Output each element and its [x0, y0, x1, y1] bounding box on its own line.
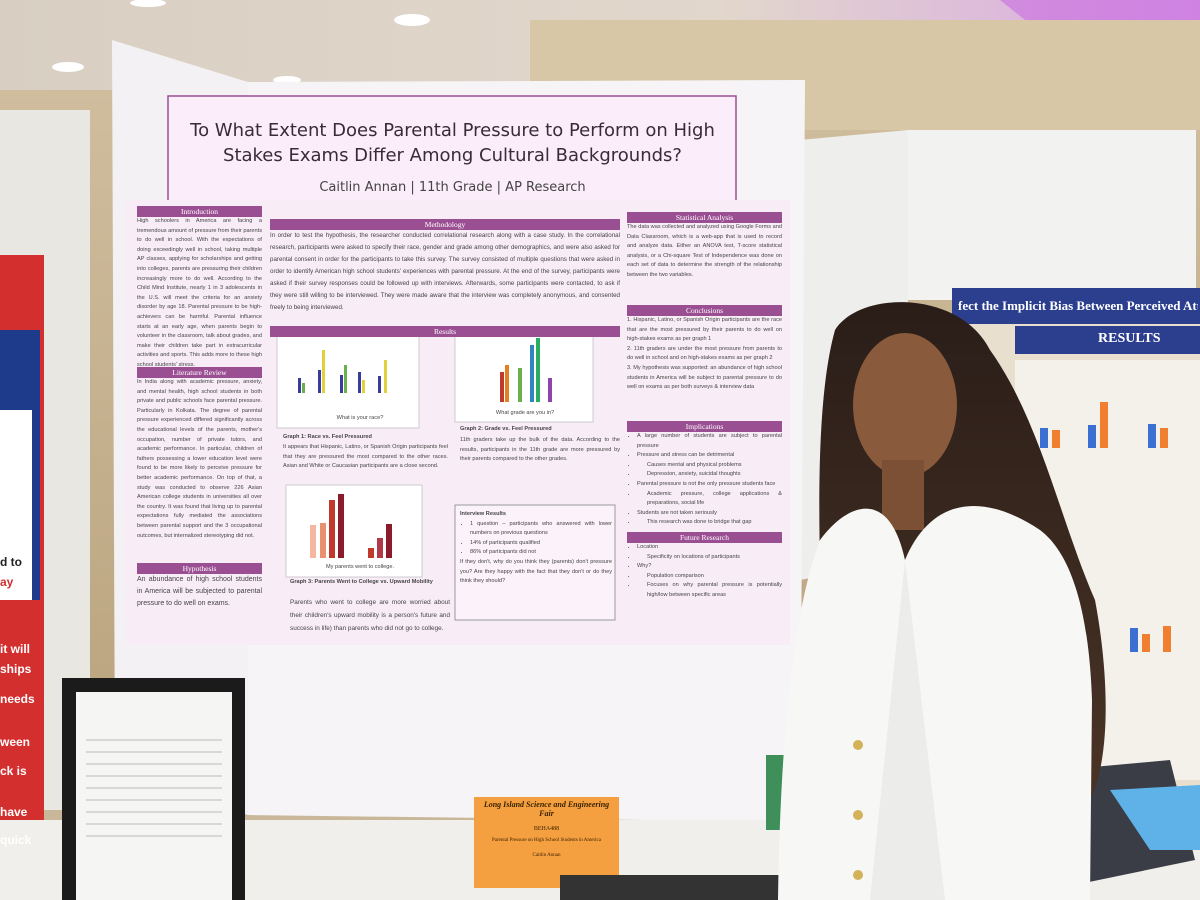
section-heading: Results	[270, 326, 620, 337]
neighbor-board	[908, 130, 1196, 300]
implication-item: Causes mental and physical problems	[637, 461, 782, 471]
frame-text-lines	[86, 739, 222, 837]
implication-item: Parental pressure is not the only pressu…	[637, 480, 782, 490]
implication-item: This research was done to bridge that ga…	[637, 518, 782, 528]
axis-label: My parents went to college.	[325, 564, 395, 570]
right-poster-title: fect the Implicit Bias Between Perceived…	[958, 298, 1198, 313]
fragment: have	[0, 805, 28, 819]
section-heading: Methodology	[270, 219, 620, 230]
section-heading: Statistical Analysis	[627, 212, 782, 223]
fragment: ween	[0, 735, 31, 749]
button	[853, 870, 863, 880]
fragment: d to	[0, 555, 22, 569]
interview-box	[454, 504, 616, 621]
left-poster-panel	[0, 410, 32, 600]
graph-title: Graph 2: Grade vs. Feel Pressured	[460, 426, 552, 432]
future-item: Location	[637, 543, 782, 553]
neck	[882, 460, 924, 530]
implication-item: A large number of students are subject t…	[637, 432, 782, 451]
graph-text: It appears that Hispanic, Latino, or Spa…	[283, 444, 448, 470]
graph-thumbnail	[454, 329, 594, 423]
future-item: Population comparison	[637, 572, 782, 582]
implication-item: Academic pressure, college applications …	[637, 490, 782, 509]
can	[766, 755, 784, 830]
button	[853, 740, 863, 750]
section-text: The data was collected and analyzed usin…	[627, 224, 782, 278]
right-poster-heading: RESULTS	[1098, 331, 1161, 346]
graph-title: Graph 3: Parents Went to College vs. Upw…	[290, 579, 433, 585]
future-item: Specificity on locations of participants	[637, 553, 782, 563]
placard-code: BEHA488	[533, 826, 560, 832]
section-text: In India along with academic pressure, a…	[137, 379, 262, 539]
section-heading: Future Research	[627, 532, 782, 543]
poster-byline: Caitlin Annan | 11th Grade | AP Research	[319, 180, 586, 195]
interview-item: 86% of participants did not	[470, 548, 612, 558]
graph-text: 11th graders take up the bulk of the dat…	[460, 437, 620, 463]
section-text: In order to test the hypothesis, the res…	[270, 232, 620, 311]
conclusion-item: 2. 11th graders are under the most press…	[627, 345, 782, 362]
section-heading: Introduction	[137, 206, 262, 217]
graph-text: Parents who went to college are more wor…	[290, 599, 450, 632]
right-poster-header	[952, 288, 1200, 324]
axis-label: What grade are you in?	[495, 410, 555, 416]
future-item: Why?	[637, 562, 782, 572]
blouse	[870, 560, 945, 900]
button	[853, 810, 863, 820]
fragment: ay	[0, 575, 14, 589]
placard-student: Caitlin Annan	[532, 853, 561, 858]
future-item: Focuses on why parental pressure is pote…	[637, 581, 782, 600]
conclusion-item: 1. Hispanic, Latino, or Spanish Origin p…	[627, 317, 782, 343]
fragment: it will	[0, 642, 30, 656]
blue-folder	[1110, 785, 1200, 850]
fragment: ships	[0, 662, 32, 676]
face	[853, 333, 957, 477]
right-poster-thumbnails	[1040, 402, 1171, 652]
fragment: quick	[0, 833, 32, 847]
section-text: An abundance of high school students in …	[137, 576, 262, 607]
interview-question: If they don't, why do you think they (pa…	[460, 558, 612, 585]
section-text: High schoolers in America are facing a t…	[137, 218, 262, 367]
axis-label: What is your race?	[336, 415, 384, 421]
graph-thumbnail	[285, 484, 423, 578]
placard-fair: Long Island Science and Engineering Fair	[483, 800, 610, 818]
interview-item: 14% of participants qualified	[470, 539, 612, 549]
right-poster-results-bar	[1015, 326, 1200, 354]
fragment: needs	[0, 692, 35, 706]
implication-item: Pressure and stress can be detrimental	[637, 451, 782, 461]
section-heading: Conclusions	[627, 305, 782, 316]
implication-item: Depression, anxiety, suicidal thoughts	[637, 470, 782, 480]
ceiling-lamp	[130, 0, 166, 7]
graph-title: Graph 1: Race vs. Feel Pressured	[283, 434, 372, 440]
graph-thumbnail	[276, 332, 420, 429]
frame-paper	[76, 692, 232, 900]
section-heading: Implications	[627, 421, 782, 432]
fragment: ck is	[0, 764, 27, 778]
interview-item: 1 question – participants who answered w…	[470, 520, 612, 539]
title-box	[167, 95, 737, 207]
ceiling-lamp	[52, 62, 84, 72]
implication-item: Students are not taken seriously	[637, 509, 782, 519]
placard	[474, 797, 619, 888]
poster-title: To What Extent Does Parental Pressure to…	[190, 120, 715, 166]
placard-project: Parental Pressure on High School Student…	[491, 838, 601, 843]
section-heading: Hypothesis	[137, 563, 262, 574]
interview-heading: Interview Results	[460, 511, 507, 517]
blazer	[778, 506, 1092, 900]
ceiling-lamp	[394, 14, 430, 26]
section-heading: Literature Review	[137, 367, 262, 378]
conclusion-item: 3. My hypothesis was supported: an abund…	[627, 364, 782, 391]
houndstooth-bag	[560, 875, 780, 900]
